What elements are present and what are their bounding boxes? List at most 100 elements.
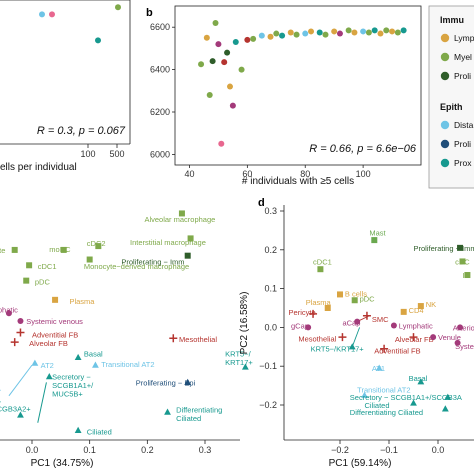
- panel-c-point-label: Secretory − SCGB1A1+/MUC5B+: [52, 373, 94, 399]
- panel-d-point: [361, 391, 368, 398]
- panel-b-point: [279, 32, 286, 39]
- panel-c-point: [0, 389, 1, 391]
- legend-title-immune: Immu: [440, 15, 464, 25]
- panel-b-point: [215, 41, 222, 48]
- panel-c-point: [86, 256, 93, 263]
- panel-d-point: [371, 237, 378, 244]
- panel-c-point-label: Monocyte−derived macrophage: [84, 262, 189, 271]
- panel-d-point-label: cDC: [455, 257, 470, 266]
- panel-c-point-label: cDC1: [38, 262, 57, 271]
- panel-b-point: [394, 29, 401, 36]
- panel-c-point-label: Proliferating − Epi: [136, 378, 196, 387]
- panel-d-point: [441, 405, 449, 412]
- legend-swatch: [440, 158, 450, 168]
- panel-c-x-tick: 0.0: [26, 445, 39, 455]
- panel-c-point: [23, 277, 30, 284]
- panel-b-point: [198, 61, 205, 68]
- panel-c-point-label: Ciliated: [87, 427, 112, 436]
- panel-d-point: [380, 344, 389, 353]
- panel-d-point-label: Mesothelial: [298, 334, 336, 343]
- panel-d-point-label: Plasma: [306, 298, 332, 307]
- panel-b-point: [212, 19, 219, 26]
- panel-a-annotation: R = 0.3, p = 0.067: [37, 125, 126, 137]
- panel-d-point-label: Ciliated: [365, 401, 390, 410]
- panel-d-point: [317, 266, 324, 273]
- legend-entry: Lymp: [454, 33, 474, 43]
- panel-d-point-label: KRT5−/KRT17+: [311, 345, 365, 354]
- panel-b-y-tick: 6400: [150, 65, 170, 75]
- legend-swatch: [440, 139, 450, 149]
- panel-d-point-label: pDC: [360, 294, 376, 303]
- panel-d-point: [409, 333, 418, 342]
- panel-letter-d: d: [258, 197, 265, 209]
- panel-d-point-label: cDC1: [313, 257, 332, 266]
- legend-entry: Proli: [454, 139, 471, 149]
- panel-b-point: [258, 32, 265, 39]
- panel-c-point: [5, 310, 12, 317]
- panel-c-point-label: Alveolar FB: [29, 339, 68, 348]
- panel-b-point: [224, 49, 231, 56]
- panel-b-point: [316, 29, 323, 36]
- panel-d-point: [457, 324, 464, 331]
- panel-a: 100 500 ells per individual R = 0.3, p =…: [0, 0, 131, 173]
- panel-b-annotation: R = 0.66, p = 6.6e−06: [309, 143, 417, 155]
- panel-d-point: [338, 333, 347, 342]
- panel-c-point-label: AT2: [41, 361, 54, 370]
- panel-c-point: [241, 363, 249, 370]
- panel-c-point-label: cDC2: [87, 239, 106, 248]
- panel-d-point-label: Alveolar FB: [395, 335, 434, 344]
- panel-d-point-label: CD4: [409, 306, 424, 315]
- panel-b-point: [273, 30, 280, 37]
- legend: Immu Lymp Myel Proli Epith Dista Proli Prox: [428, 5, 474, 189]
- panel-d-point-label: NK: [426, 300, 436, 309]
- panel-d-x-tick: −0.2: [331, 445, 349, 455]
- panel-c-point-label: Differentiating Ciliated: [176, 405, 222, 423]
- panel-c-point-label: moDC: [49, 245, 71, 254]
- panel-d-point: [454, 339, 461, 346]
- panel-c-point: [31, 359, 39, 366]
- panel-d-y-tick: −0.1: [259, 361, 277, 371]
- panel-b-point: [383, 27, 390, 34]
- panel-d-x-label: PC1 (59.14%): [329, 458, 392, 469]
- panel-c-point: [60, 246, 67, 253]
- panel-c-point-label: Basal: [84, 350, 103, 359]
- panel-c-point-label: pDC: [35, 278, 51, 287]
- panel-c-point: [11, 246, 18, 253]
- legend-swatch: [440, 120, 450, 130]
- panel-d-y-tick: 0.3: [264, 206, 277, 216]
- panel-d-point-label: Proliferating − Imm: [414, 244, 474, 253]
- panel-d: −0.2 −0.1 0.0 0.3 0.2 0.1 0.0 −0.1 −0.2 PC1 (59.…: [239, 205, 474, 469]
- panel-b-point: [232, 39, 239, 46]
- panel-d-point: [457, 244, 464, 251]
- panel-b-point: [322, 31, 329, 38]
- panel-c-point-label: SCGB3A2+: [0, 404, 31, 413]
- panel-b-point: [218, 140, 225, 147]
- panel-b-point: [400, 27, 407, 34]
- panel-a-points: [39, 4, 121, 44]
- panel-c-point-label: Transitional AT2: [101, 360, 154, 369]
- panel-b-point: [287, 29, 294, 36]
- panel-c-point: [184, 252, 191, 259]
- panel-c-point-label: Interstitial macrophage: [130, 238, 206, 247]
- panel-c-point: [74, 426, 82, 433]
- panel-d-points: Mast Proliferating − Imm cDC1 cDC In B cellsp…: [289, 228, 474, 417]
- panel-b-x-tick: 80: [300, 169, 310, 179]
- legend-title-epithelial: Epith: [440, 102, 463, 112]
- panel-b-point: [302, 30, 309, 37]
- panel-d-point: [390, 322, 397, 329]
- panel-c-point: [0, 400, 1, 403]
- legend-group-immune: Lymp Myel Proli: [440, 33, 474, 81]
- panel-b-point: [203, 34, 210, 41]
- panel-d-y-tick: 0.2: [264, 245, 277, 255]
- panel-c-point: [45, 373, 53, 380]
- panel-d-point: [324, 305, 331, 311]
- panel-d-point: [417, 303, 424, 310]
- legend-entry: Dista: [454, 120, 474, 130]
- legend-box: [428, 5, 474, 189]
- panel-c-points: Alveolar macrophage Interstitial macropha…: [0, 210, 253, 436]
- panel-d-point: [410, 399, 417, 406]
- panel-d-point-label: Transitional AT2: [357, 385, 410, 394]
- legend-entry: Proli: [454, 71, 471, 81]
- legend-swatch: [440, 52, 450, 62]
